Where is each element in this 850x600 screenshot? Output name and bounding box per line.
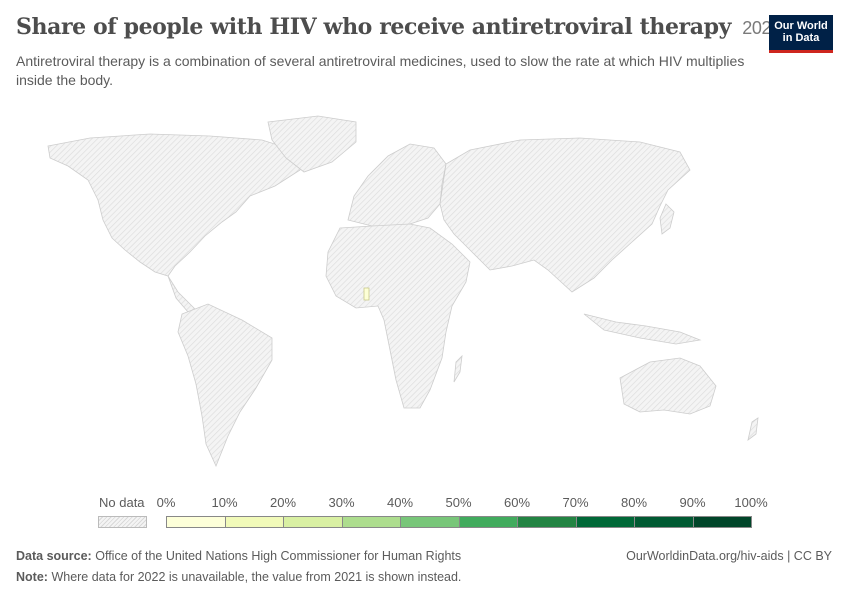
europe-region[interactable] <box>347 143 447 229</box>
legend-tick-label: 80% <box>620 495 648 510</box>
legend-bin-7[interactable] <box>575 516 635 528</box>
legend-bin-4[interactable] <box>400 516 460 528</box>
asia-region[interactable] <box>439 137 691 293</box>
logo-line-2: in Data <box>782 32 820 44</box>
world-map[interactable] <box>0 100 850 490</box>
legend-bin-1[interactable] <box>224 516 284 528</box>
logo-line-1: Our World <box>774 20 828 32</box>
note-label: Note: <box>16 570 48 584</box>
legend-tick-label: 70% <box>562 495 589 510</box>
chart-title: Share of people with HIV who receive ant… <box>16 14 781 40</box>
map-legend: No data 0% 10% 20% 30% 40% 50% 60% 70% 80% 90% 100… <box>0 495 850 535</box>
legend-tick-label: 20% <box>269 495 297 510</box>
highlighted-country[interactable] <box>363 287 370 301</box>
footer-source: Data source: Office of the United Nation… <box>16 549 461 563</box>
legend-bin-8[interactable] <box>634 516 694 528</box>
australia-region[interactable] <box>619 357 717 415</box>
title-text: Share of people with HIV who receive ant… <box>16 14 731 40</box>
japan-region[interactable] <box>659 203 675 235</box>
south-america-region[interactable] <box>177 303 273 468</box>
madagascar-region[interactable] <box>453 354 463 383</box>
legend-tick-label: 10% <box>211 495 238 510</box>
new-zealand-region[interactable] <box>747 417 759 441</box>
legend-tick-label: 50% <box>445 495 472 510</box>
legend-tick-label: 40% <box>386 495 414 510</box>
owid-logo[interactable]: Our World in Data <box>769 15 833 53</box>
legend-bin-6[interactable] <box>517 516 577 528</box>
legend-tick-label: 90% <box>679 495 706 510</box>
africa-region[interactable] <box>325 223 471 409</box>
legend-tick-label: 30% <box>328 495 355 510</box>
legend-tick-label: 0% <box>156 495 176 510</box>
footer-link[interactable]: OurWorldinData.org/hiv-aids | CC BY <box>626 549 832 563</box>
legend-bin-2[interactable] <box>283 516 343 528</box>
southeast-asia-islands-region[interactable] <box>583 313 702 345</box>
legend-bin-5[interactable] <box>458 516 518 528</box>
legend-tick-label: 100% <box>734 495 768 510</box>
note-text: Where data for 2022 is unavailable, the … <box>51 570 462 584</box>
footer-note: Note: Where data for 2022 is unavailable… <box>16 570 461 584</box>
greenland-region[interactable] <box>267 115 357 173</box>
north-america-region[interactable] <box>47 133 301 277</box>
chart-subtitle: Antiretroviral therapy is a combination … <box>16 53 745 88</box>
legend-tick-label: 60% <box>503 495 531 510</box>
source-label: Data source: <box>16 549 92 563</box>
legend-bin-9[interactable] <box>692 516 752 528</box>
legend-no-data-swatch <box>98 516 147 528</box>
legend-bin-3[interactable] <box>341 516 401 528</box>
source-text[interactable]: Office of the United Nations High Commis… <box>95 549 462 563</box>
legend-bin-0[interactable] <box>166 516 226 528</box>
legend-no-data-label: No data <box>99 495 145 510</box>
